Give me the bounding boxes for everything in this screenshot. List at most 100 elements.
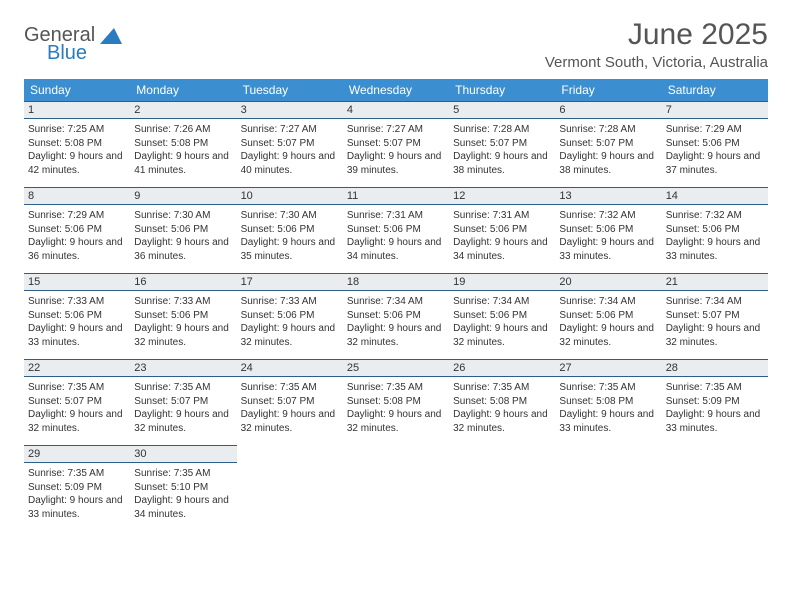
calendar-day-cell: ..: [237, 445, 343, 531]
calendar-day-cell: ..: [343, 445, 449, 531]
calendar-day-cell: 19Sunrise: 7:34 AMSunset: 5:06 PMDayligh…: [449, 273, 555, 359]
day-number: 23: [130, 359, 236, 377]
day-details: Sunrise: 7:27 AMSunset: 5:07 PMDaylight:…: [237, 119, 343, 187]
calendar-day-cell: 23Sunrise: 7:35 AMSunset: 5:07 PMDayligh…: [130, 359, 236, 445]
day-number: 29: [24, 445, 130, 463]
calendar-day-cell: 16Sunrise: 7:33 AMSunset: 5:06 PMDayligh…: [130, 273, 236, 359]
day-details: Sunrise: 7:29 AMSunset: 5:06 PMDaylight:…: [24, 205, 130, 273]
day-details: Sunrise: 7:32 AMSunset: 5:06 PMDaylight:…: [662, 205, 768, 273]
calendar-day-cell: 4Sunrise: 7:27 AMSunset: 5:07 PMDaylight…: [343, 101, 449, 187]
calendar-day-cell: 18Sunrise: 7:34 AMSunset: 5:06 PMDayligh…: [343, 273, 449, 359]
day-number: 28: [662, 359, 768, 377]
day-details: Sunrise: 7:35 AMSunset: 5:07 PMDaylight:…: [24, 377, 130, 445]
day-details: Sunrise: 7:34 AMSunset: 5:06 PMDaylight:…: [555, 291, 661, 359]
day-number: 26: [449, 359, 555, 377]
day-details: Sunrise: 7:35 AMSunset: 5:09 PMDaylight:…: [24, 463, 130, 531]
day-details: Sunrise: 7:34 AMSunset: 5:07 PMDaylight:…: [662, 291, 768, 359]
day-details: Sunrise: 7:33 AMSunset: 5:06 PMDaylight:…: [24, 291, 130, 359]
calendar-day-cell: ..: [449, 445, 555, 531]
calendar-day-cell: 28Sunrise: 7:35 AMSunset: 5:09 PMDayligh…: [662, 359, 768, 445]
logo-triangle-icon: [100, 28, 122, 44]
day-details: Sunrise: 7:35 AMSunset: 5:10 PMDaylight:…: [130, 463, 236, 531]
calendar-day-cell: 25Sunrise: 7:35 AMSunset: 5:08 PMDayligh…: [343, 359, 449, 445]
calendar-day-cell: 14Sunrise: 7:32 AMSunset: 5:06 PMDayligh…: [662, 187, 768, 273]
day-details: Sunrise: 7:33 AMSunset: 5:06 PMDaylight:…: [130, 291, 236, 359]
header: General June 2025 Vermont South, Victori…: [24, 18, 768, 71]
day-number: 13: [555, 187, 661, 205]
day-details: Sunrise: 7:35 AMSunset: 5:09 PMDaylight:…: [662, 377, 768, 445]
day-details: Sunrise: 7:25 AMSunset: 5:08 PMDaylight:…: [24, 119, 130, 187]
day-details: Sunrise: 7:35 AMSunset: 5:08 PMDaylight:…: [555, 377, 661, 445]
month-title: June 2025: [545, 18, 768, 52]
weekday-header: Monday: [130, 79, 236, 101]
calendar-day-cell: 22Sunrise: 7:35 AMSunset: 5:07 PMDayligh…: [24, 359, 130, 445]
calendar-day-cell: 29Sunrise: 7:35 AMSunset: 5:09 PMDayligh…: [24, 445, 130, 531]
day-details: Sunrise: 7:34 AMSunset: 5:06 PMDaylight:…: [343, 291, 449, 359]
day-number: 6: [555, 101, 661, 119]
calendar-day-cell: 2Sunrise: 7:26 AMSunset: 5:08 PMDaylight…: [130, 101, 236, 187]
day-number: 21: [662, 273, 768, 291]
calendar-week-row: 1Sunrise: 7:25 AMSunset: 5:08 PMDaylight…: [24, 101, 768, 187]
day-number: 3: [237, 101, 343, 119]
day-details: Sunrise: 7:31 AMSunset: 5:06 PMDaylight:…: [449, 205, 555, 273]
calendar-day-cell: 11Sunrise: 7:31 AMSunset: 5:06 PMDayligh…: [343, 187, 449, 273]
calendar-day-cell: 30Sunrise: 7:35 AMSunset: 5:10 PMDayligh…: [130, 445, 236, 531]
calendar-day-cell: 21Sunrise: 7:34 AMSunset: 5:07 PMDayligh…: [662, 273, 768, 359]
weekday-header: Sunday: [24, 79, 130, 101]
day-number: 16: [130, 273, 236, 291]
day-number: 7: [662, 101, 768, 119]
day-number: 25: [343, 359, 449, 377]
calendar-day-cell: 9Sunrise: 7:30 AMSunset: 5:06 PMDaylight…: [130, 187, 236, 273]
day-number: 11: [343, 187, 449, 205]
day-number: 24: [237, 359, 343, 377]
weekday-header: Saturday: [662, 79, 768, 101]
day-details: Sunrise: 7:28 AMSunset: 5:07 PMDaylight:…: [449, 119, 555, 187]
calendar-day-cell: 1Sunrise: 7:25 AMSunset: 5:08 PMDaylight…: [24, 101, 130, 187]
calendar-day-cell: 13Sunrise: 7:32 AMSunset: 5:06 PMDayligh…: [555, 187, 661, 273]
calendar-day-cell: 6Sunrise: 7:28 AMSunset: 5:07 PMDaylight…: [555, 101, 661, 187]
calendar-day-cell: 8Sunrise: 7:29 AMSunset: 5:06 PMDaylight…: [24, 187, 130, 273]
weekday-header: Wednesday: [343, 79, 449, 101]
day-number: 12: [449, 187, 555, 205]
calendar-day-cell: ..: [555, 445, 661, 531]
calendar-day-cell: 12Sunrise: 7:31 AMSunset: 5:06 PMDayligh…: [449, 187, 555, 273]
calendar-day-cell: 15Sunrise: 7:33 AMSunset: 5:06 PMDayligh…: [24, 273, 130, 359]
day-number: 18: [343, 273, 449, 291]
day-details: Sunrise: 7:35 AMSunset: 5:08 PMDaylight:…: [449, 377, 555, 445]
title-block: June 2025 Vermont South, Victoria, Austr…: [545, 18, 768, 71]
day-number: 8: [24, 187, 130, 205]
day-number: 20: [555, 273, 661, 291]
day-number: 2: [130, 101, 236, 119]
day-number: 14: [662, 187, 768, 205]
calendar-week-row: 8Sunrise: 7:29 AMSunset: 5:06 PMDaylight…: [24, 187, 768, 273]
day-details: Sunrise: 7:35 AMSunset: 5:07 PMDaylight:…: [130, 377, 236, 445]
day-details: Sunrise: 7:27 AMSunset: 5:07 PMDaylight:…: [343, 119, 449, 187]
calendar-day-cell: 27Sunrise: 7:35 AMSunset: 5:08 PMDayligh…: [555, 359, 661, 445]
calendar-day-cell: 24Sunrise: 7:35 AMSunset: 5:07 PMDayligh…: [237, 359, 343, 445]
weekday-header: Thursday: [449, 79, 555, 101]
day-details: Sunrise: 7:26 AMSunset: 5:08 PMDaylight:…: [130, 119, 236, 187]
day-details: Sunrise: 7:35 AMSunset: 5:07 PMDaylight:…: [237, 377, 343, 445]
day-number: 10: [237, 187, 343, 205]
calendar-table: Sunday Monday Tuesday Wednesday Thursday…: [24, 79, 768, 531]
day-details: Sunrise: 7:30 AMSunset: 5:06 PMDaylight:…: [237, 205, 343, 273]
calendar-day-cell: 7Sunrise: 7:29 AMSunset: 5:06 PMDaylight…: [662, 101, 768, 187]
day-details: Sunrise: 7:34 AMSunset: 5:06 PMDaylight:…: [449, 291, 555, 359]
day-number: 27: [555, 359, 661, 377]
location: Vermont South, Victoria, Australia: [545, 54, 768, 71]
calendar-day-cell: ..: [662, 445, 768, 531]
day-number: 1: [24, 101, 130, 119]
day-number: 9: [130, 187, 236, 205]
day-number: 17: [237, 273, 343, 291]
day-number: 30: [130, 445, 236, 463]
calendar-week-row: 29Sunrise: 7:35 AMSunset: 5:09 PMDayligh…: [24, 445, 768, 531]
day-number: 5: [449, 101, 555, 119]
calendar-day-cell: 5Sunrise: 7:28 AMSunset: 5:07 PMDaylight…: [449, 101, 555, 187]
day-details: Sunrise: 7:32 AMSunset: 5:06 PMDaylight:…: [555, 205, 661, 273]
calendar-day-cell: 3Sunrise: 7:27 AMSunset: 5:07 PMDaylight…: [237, 101, 343, 187]
weekday-header-row: Sunday Monday Tuesday Wednesday Thursday…: [24, 79, 768, 101]
day-details: Sunrise: 7:31 AMSunset: 5:06 PMDaylight:…: [343, 205, 449, 273]
weekday-header: Friday: [555, 79, 661, 101]
weekday-header: Tuesday: [237, 79, 343, 101]
day-number: 15: [24, 273, 130, 291]
